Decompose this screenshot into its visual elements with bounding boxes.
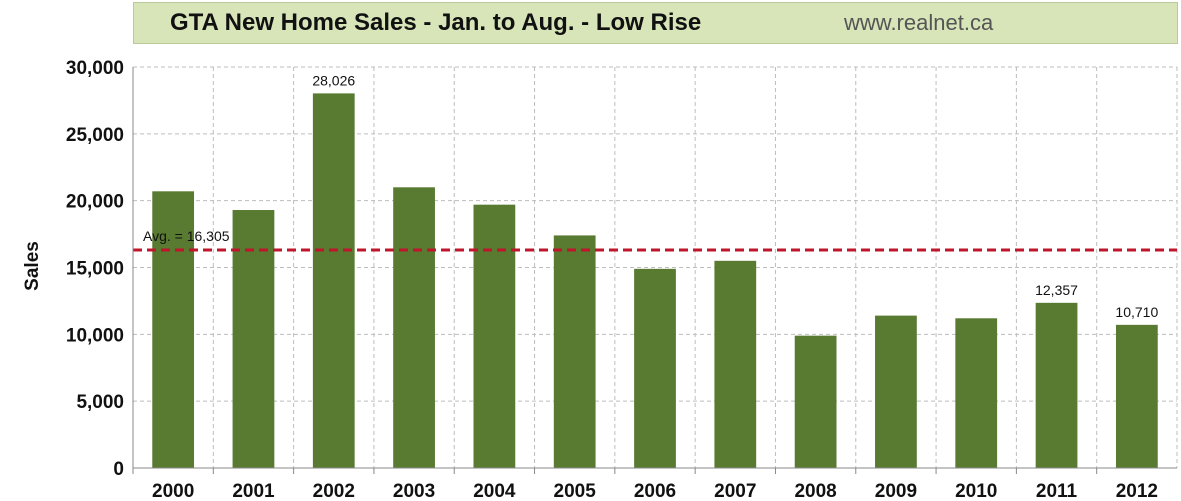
average-line-group: Avg. = 16,305	[133, 228, 1177, 252]
y-tick-label: 5,000	[76, 392, 124, 413]
x-tick-label: 2007	[714, 481, 756, 501]
x-tick-label: 2002	[313, 481, 355, 501]
bar-2012	[1115, 324, 1158, 468]
x-tick-label: 2003	[393, 481, 435, 501]
bar-2006	[634, 268, 676, 468]
bar-2011	[1035, 302, 1078, 468]
bar-2007	[714, 260, 757, 468]
chart-title-band: GTA New Home Sales - Jan. to Aug. - Low …	[133, 2, 1178, 44]
y-tick-label: 30,000	[66, 58, 124, 79]
axes: 0 5,000 10,000 15,000 20,000 25,000 30,000 2000…	[66, 58, 1177, 501]
y-tick-label: 10,000	[66, 325, 124, 346]
data-label-2012: 10,710	[1115, 304, 1158, 320]
x-tick-label: 2006	[634, 481, 676, 501]
bar-2000	[152, 191, 195, 468]
y-tick-label: 0	[113, 459, 124, 480]
bar-2001	[232, 210, 275, 469]
x-tick-label: 2010	[955, 481, 997, 501]
bar-2003	[393, 187, 435, 469]
x-tick-label: 2008	[794, 481, 836, 501]
y-tick-label: 15,000	[66, 259, 124, 280]
data-labels: 28,026 12,357 10,710	[312, 72, 1158, 319]
bar-2004	[473, 204, 516, 468]
x-tick-label: 2000	[152, 481, 194, 501]
x-tick-label: 2012	[1116, 481, 1158, 501]
bars	[152, 93, 1158, 469]
bar-2009	[875, 315, 917, 468]
x-tick-label: 2005	[554, 481, 597, 501]
data-label-2011: 12,357	[1035, 282, 1078, 298]
x-tick-label: 2011	[1036, 481, 1078, 501]
bar-2005	[553, 235, 596, 468]
x-tick-label: 2001	[232, 481, 275, 501]
data-label-2002: 28,026	[312, 72, 355, 88]
chart-title: GTA New Home Sales - Jan. to Aug. - Low …	[170, 9, 702, 36]
bar-2002	[312, 93, 355, 468]
bar-2008	[794, 335, 837, 468]
average-label: Avg. = 16,305	[143, 228, 230, 244]
x-tick-label: 2009	[875, 481, 917, 501]
x-tick-label: 2004	[473, 481, 516, 501]
y-tick-label: 20,000	[66, 192, 124, 213]
chart-source: www.realnet.ca	[844, 10, 994, 35]
bar-2010	[955, 318, 998, 468]
y-tick-label: 25,000	[66, 125, 124, 146]
y-axis-label: Sales	[22, 241, 43, 291]
